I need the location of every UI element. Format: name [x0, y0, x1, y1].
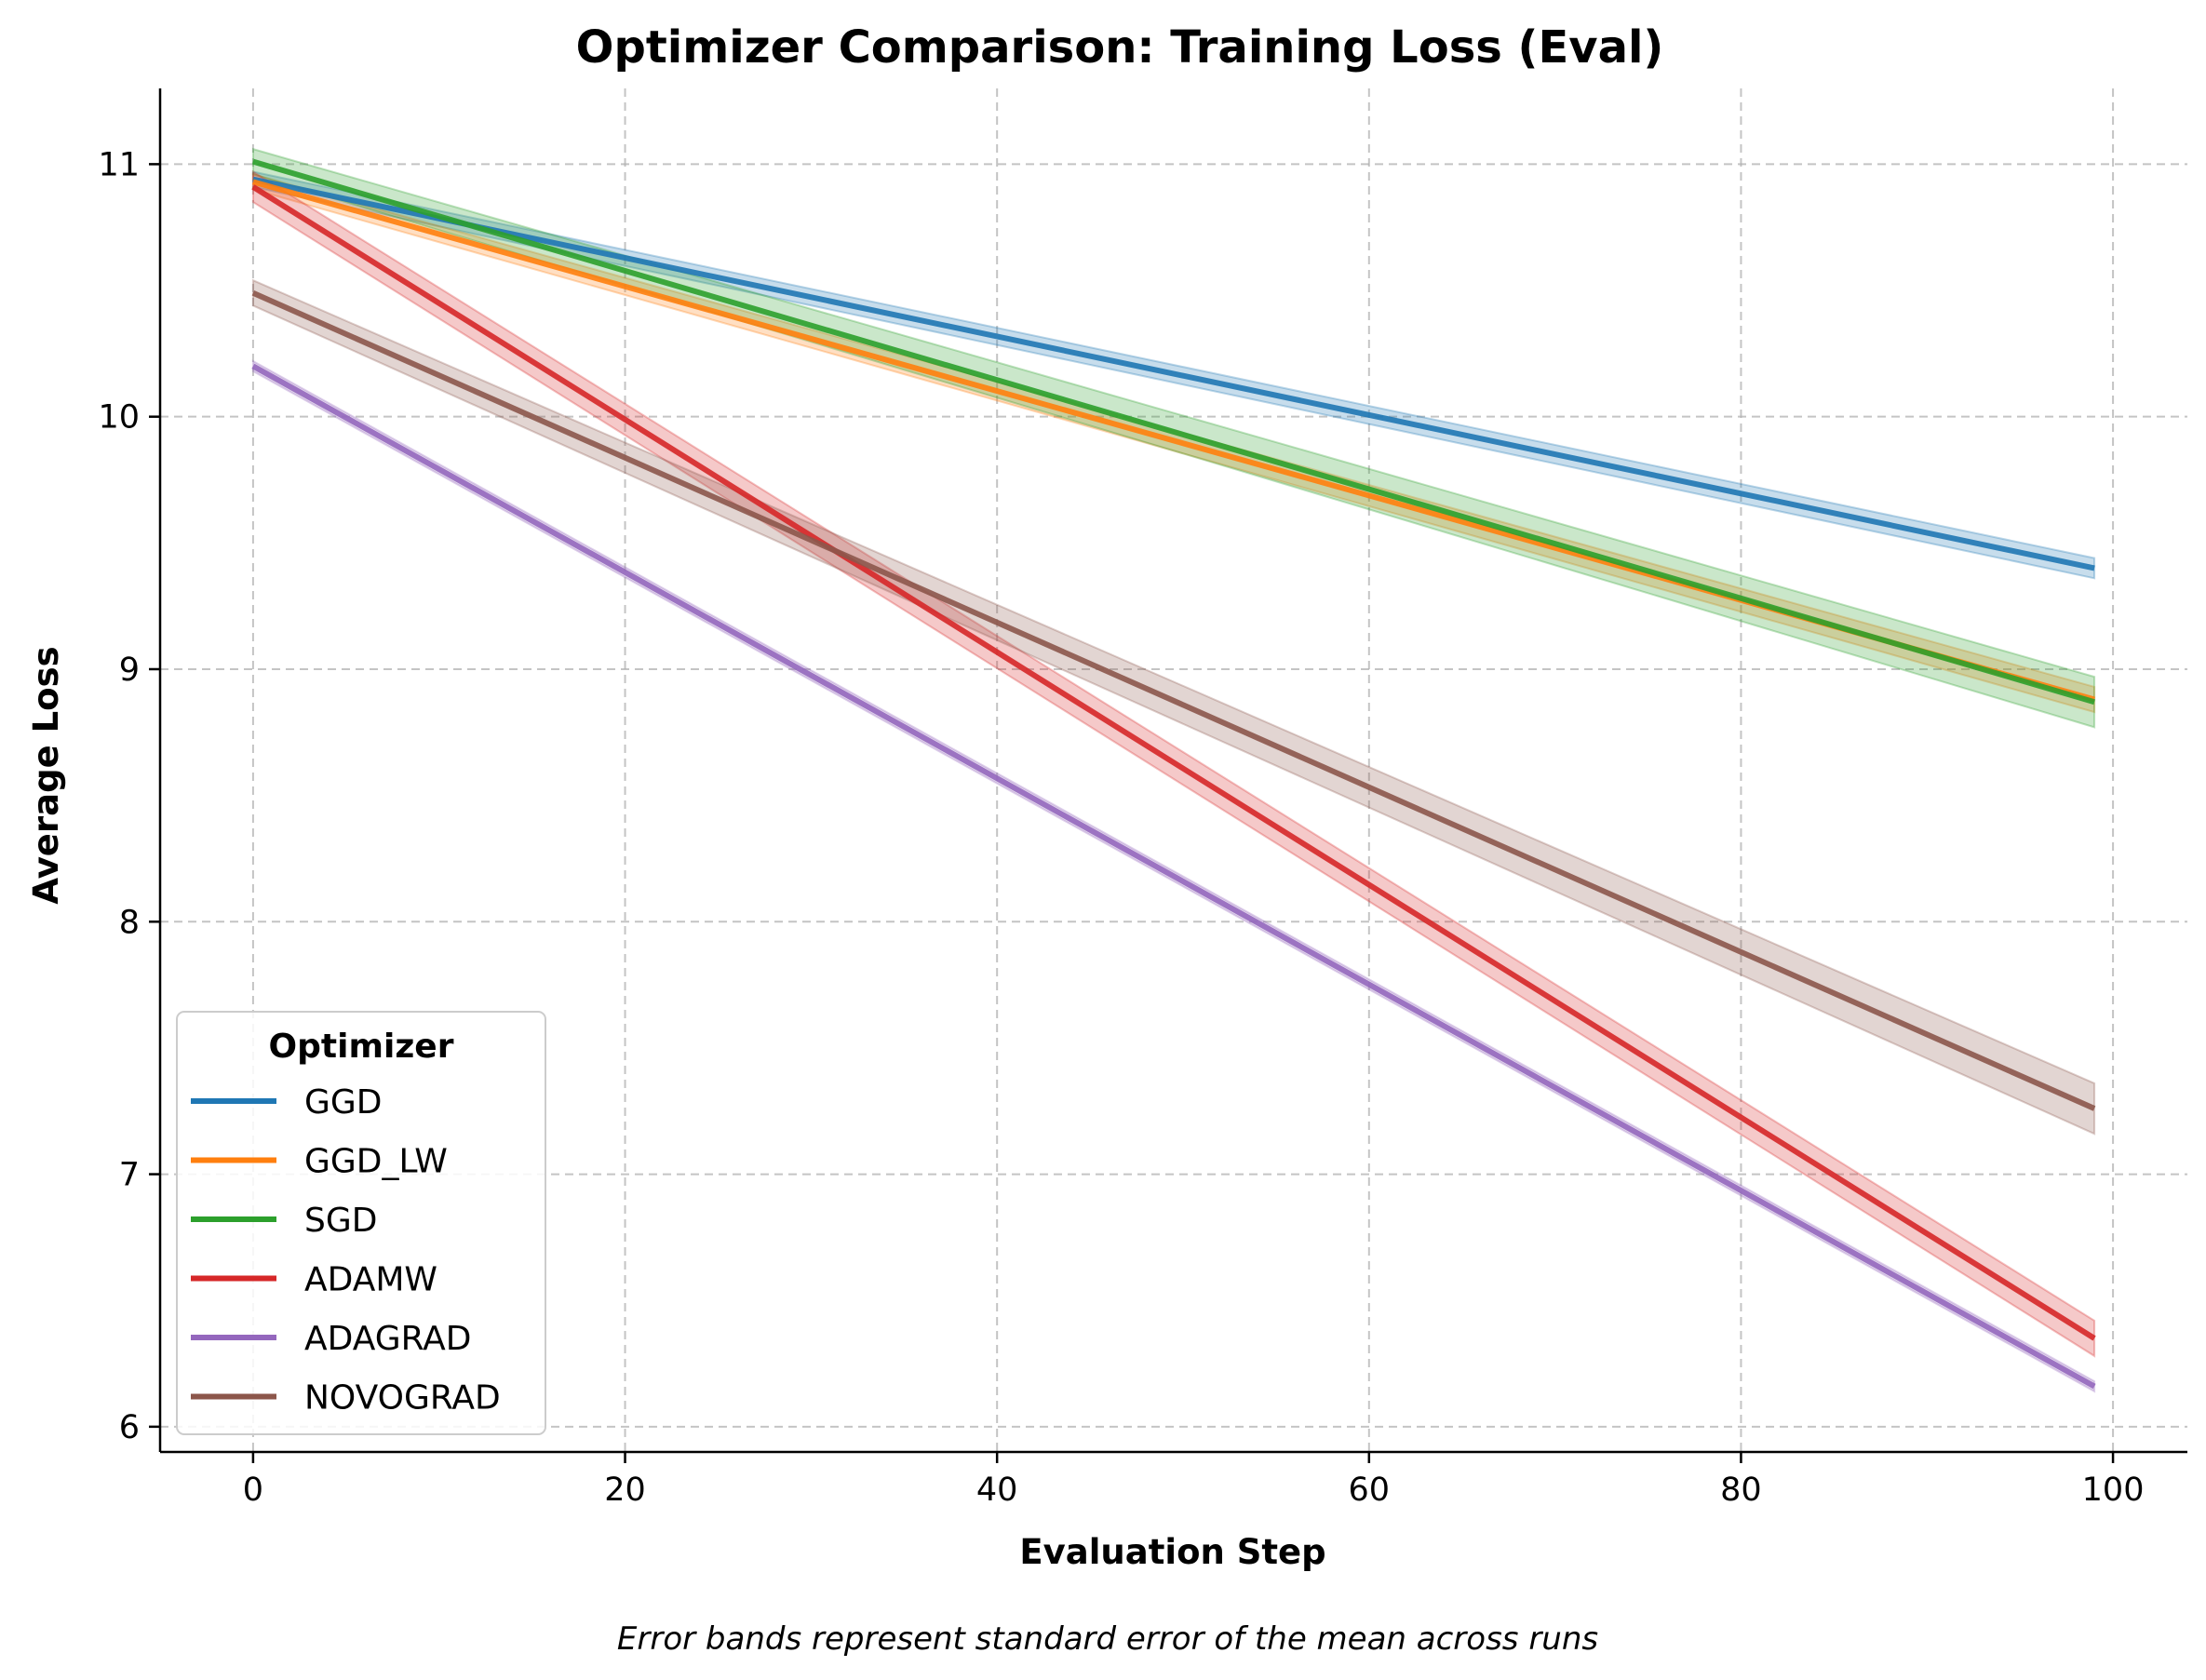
axes [149, 88, 2187, 1463]
legend: Optimizer GGD GGD_LW SGD ADAMW ADAGRAD NOVOGR… [176, 1011, 546, 1435]
legend-label-ggd_lw: GGD_LW [304, 1143, 448, 1181]
x-tick-label: 0 [243, 1472, 263, 1509]
legend-box [176, 1011, 546, 1435]
x-tick-label: 60 [1349, 1472, 1391, 1509]
legend-label-novograd: NOVOGRAD [304, 1379, 501, 1418]
legend-label-ggd: GGD [304, 1083, 383, 1122]
x-tick-label: 100 [2082, 1472, 2145, 1509]
legend-label-adagrad: ADAGRAD [304, 1320, 472, 1358]
series-line-novograd [251, 290, 2096, 1111]
series-line-adagrad [251, 363, 2096, 1390]
y-tick-label: 8 [119, 904, 140, 941]
series-line-sgd [252, 158, 2095, 706]
x-tick-label: 40 [976, 1472, 1018, 1509]
y-tick-label: 10 [98, 399, 140, 437]
series-line-ggd [252, 176, 2095, 571]
x-tick-label: 80 [1720, 1472, 1762, 1509]
series-lines [251, 158, 2096, 1390]
series-line-adamw [251, 184, 2096, 1341]
y-axis-label: Average Loss [26, 646, 66, 904]
error-band-novograd [251, 278, 2096, 1136]
tick-labels: 0 20 40 60 80 100 6 7 8 9 10 11 [98, 146, 2144, 1509]
chart-title: Optimizer Comparison: Training Loss (Eva… [576, 21, 1664, 74]
legend-label-sgd: SGD [304, 1202, 377, 1240]
legend-label-adamw: ADAMW [304, 1261, 437, 1299]
y-tick-label: 7 [119, 1157, 140, 1194]
y-tick-label: 11 [98, 146, 140, 183]
x-axis-label: Evaluation Step [1019, 1532, 1325, 1572]
y-tick-label: 6 [119, 1409, 140, 1446]
chart-caption: Error bands represent standard error of … [617, 1620, 1598, 1658]
legend-title: Optimizer [269, 1028, 454, 1066]
y-tick-label: 9 [119, 652, 140, 689]
x-tick-label: 20 [604, 1472, 646, 1509]
